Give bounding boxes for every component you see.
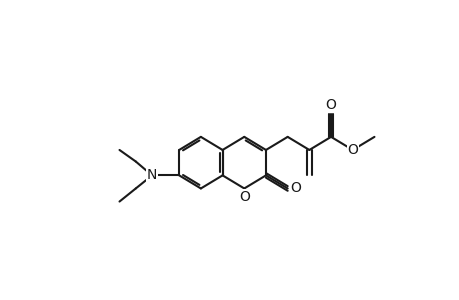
Text: O: O: [289, 182, 300, 196]
Text: O: O: [325, 98, 336, 112]
Text: O: O: [238, 190, 249, 204]
Text: O: O: [347, 143, 358, 157]
Text: N: N: [146, 168, 157, 182]
